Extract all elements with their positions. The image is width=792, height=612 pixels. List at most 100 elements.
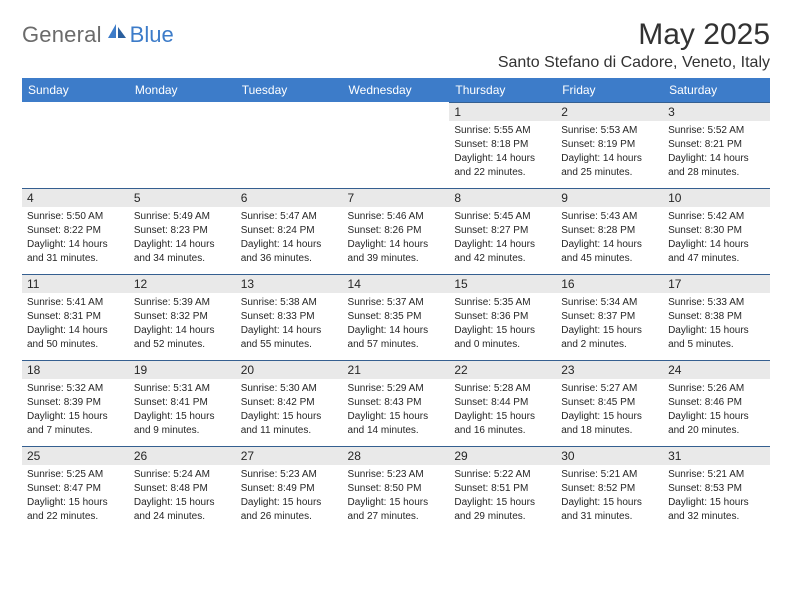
- day-number: 9: [556, 188, 663, 207]
- day-info: Sunrise: 5:53 AMSunset: 8:19 PMDaylight:…: [556, 121, 663, 179]
- weekday-header: Thursday: [449, 78, 556, 102]
- sunrise-line: Sunrise: 5:52 AM: [668, 124, 765, 138]
- calendar-table: SundayMondayTuesdayWednesdayThursdayFrid…: [22, 78, 770, 532]
- calendar-cell: 1Sunrise: 5:55 AMSunset: 8:18 PMDaylight…: [449, 102, 556, 188]
- sunrise-line: Sunrise: 5:37 AM: [348, 296, 445, 310]
- daylight-line: Daylight: 15 hours and 2 minutes.: [561, 324, 658, 351]
- daylight-line: Daylight: 15 hours and 18 minutes.: [561, 410, 658, 437]
- calendar-cell: [129, 102, 236, 188]
- calendar-cell: 10Sunrise: 5:42 AMSunset: 8:30 PMDayligh…: [663, 188, 770, 274]
- sunrise-line: Sunrise: 5:35 AM: [454, 296, 551, 310]
- day-info: Sunrise: 5:22 AMSunset: 8:51 PMDaylight:…: [449, 465, 556, 523]
- day-info: Sunrise: 5:25 AMSunset: 8:47 PMDaylight:…: [22, 465, 129, 523]
- weekday-header: Sunday: [22, 78, 129, 102]
- day-number: 12: [129, 274, 236, 293]
- sunset-line: Sunset: 8:26 PM: [348, 224, 445, 238]
- daylight-line: Daylight: 15 hours and 29 minutes.: [454, 496, 551, 523]
- daylight-line: Daylight: 15 hours and 5 minutes.: [668, 324, 765, 351]
- sunrise-line: Sunrise: 5:29 AM: [348, 382, 445, 396]
- sunset-line: Sunset: 8:35 PM: [348, 310, 445, 324]
- daylight-line: Daylight: 15 hours and 27 minutes.: [348, 496, 445, 523]
- day-info: Sunrise: 5:37 AMSunset: 8:35 PMDaylight:…: [343, 293, 450, 351]
- calendar-cell: 27Sunrise: 5:23 AMSunset: 8:49 PMDayligh…: [236, 446, 343, 532]
- title-block: May 2025 Santo Stefano di Cadore, Veneto…: [498, 18, 770, 72]
- day-info: Sunrise: 5:55 AMSunset: 8:18 PMDaylight:…: [449, 121, 556, 179]
- sunrise-line: Sunrise: 5:50 AM: [27, 210, 124, 224]
- day-info: Sunrise: 5:21 AMSunset: 8:52 PMDaylight:…: [556, 465, 663, 523]
- sunrise-line: Sunrise: 5:47 AM: [241, 210, 338, 224]
- day-info: Sunrise: 5:47 AMSunset: 8:24 PMDaylight:…: [236, 207, 343, 265]
- calendar-cell: 6Sunrise: 5:47 AMSunset: 8:24 PMDaylight…: [236, 188, 343, 274]
- sunrise-line: Sunrise: 5:42 AM: [668, 210, 765, 224]
- sunset-line: Sunset: 8:44 PM: [454, 396, 551, 410]
- daylight-line: Daylight: 14 hours and 25 minutes.: [561, 152, 658, 179]
- day-info: Sunrise: 5:35 AMSunset: 8:36 PMDaylight:…: [449, 293, 556, 351]
- weekday-header: Saturday: [663, 78, 770, 102]
- sunset-line: Sunset: 8:30 PM: [668, 224, 765, 238]
- sunrise-line: Sunrise: 5:39 AM: [134, 296, 231, 310]
- daylight-line: Daylight: 14 hours and 55 minutes.: [241, 324, 338, 351]
- sunset-line: Sunset: 8:32 PM: [134, 310, 231, 324]
- daylight-line: Daylight: 14 hours and 28 minutes.: [668, 152, 765, 179]
- calendar-cell: 22Sunrise: 5:28 AMSunset: 8:44 PMDayligh…: [449, 360, 556, 446]
- calendar-cell: 11Sunrise: 5:41 AMSunset: 8:31 PMDayligh…: [22, 274, 129, 360]
- day-info: Sunrise: 5:43 AMSunset: 8:28 PMDaylight:…: [556, 207, 663, 265]
- calendar-cell: 12Sunrise: 5:39 AMSunset: 8:32 PMDayligh…: [129, 274, 236, 360]
- sunrise-line: Sunrise: 5:55 AM: [454, 124, 551, 138]
- day-info: Sunrise: 5:29 AMSunset: 8:43 PMDaylight:…: [343, 379, 450, 437]
- location-label: Santo Stefano di Cadore, Veneto, Italy: [498, 54, 770, 72]
- sunset-line: Sunset: 8:51 PM: [454, 482, 551, 496]
- daylight-line: Daylight: 15 hours and 16 minutes.: [454, 410, 551, 437]
- sunset-line: Sunset: 8:38 PM: [668, 310, 765, 324]
- calendar-cell: 16Sunrise: 5:34 AMSunset: 8:37 PMDayligh…: [556, 274, 663, 360]
- day-info: Sunrise: 5:49 AMSunset: 8:23 PMDaylight:…: [129, 207, 236, 265]
- day-info: Sunrise: 5:32 AMSunset: 8:39 PMDaylight:…: [22, 379, 129, 437]
- daylight-line: Daylight: 15 hours and 20 minutes.: [668, 410, 765, 437]
- daylight-line: Daylight: 15 hours and 0 minutes.: [454, 324, 551, 351]
- calendar-cell: 28Sunrise: 5:23 AMSunset: 8:50 PMDayligh…: [343, 446, 450, 532]
- sunset-line: Sunset: 8:50 PM: [348, 482, 445, 496]
- calendar-cell: 26Sunrise: 5:24 AMSunset: 8:48 PMDayligh…: [129, 446, 236, 532]
- day-number: 6: [236, 188, 343, 207]
- daylight-line: Daylight: 14 hours and 34 minutes.: [134, 238, 231, 265]
- calendar-cell: 29Sunrise: 5:22 AMSunset: 8:51 PMDayligh…: [449, 446, 556, 532]
- day-number: 22: [449, 360, 556, 379]
- calendar-cell: 14Sunrise: 5:37 AMSunset: 8:35 PMDayligh…: [343, 274, 450, 360]
- day-number: 8: [449, 188, 556, 207]
- sunset-line: Sunset: 8:23 PM: [134, 224, 231, 238]
- weekday-header: Monday: [129, 78, 236, 102]
- sunrise-line: Sunrise: 5:26 AM: [668, 382, 765, 396]
- day-info: Sunrise: 5:33 AMSunset: 8:38 PMDaylight:…: [663, 293, 770, 351]
- sunset-line: Sunset: 8:24 PM: [241, 224, 338, 238]
- day-info: Sunrise: 5:42 AMSunset: 8:30 PMDaylight:…: [663, 207, 770, 265]
- brand-part1: General: [22, 22, 102, 48]
- weekday-header: Tuesday: [236, 78, 343, 102]
- day-info: Sunrise: 5:31 AMSunset: 8:41 PMDaylight:…: [129, 379, 236, 437]
- daylight-line: Daylight: 15 hours and 11 minutes.: [241, 410, 338, 437]
- day-number: 5: [129, 188, 236, 207]
- sunset-line: Sunset: 8:19 PM: [561, 138, 658, 152]
- day-number: 23: [556, 360, 663, 379]
- day-number: 13: [236, 274, 343, 293]
- daylight-line: Daylight: 14 hours and 36 minutes.: [241, 238, 338, 265]
- sunrise-line: Sunrise: 5:34 AM: [561, 296, 658, 310]
- daylight-line: Daylight: 15 hours and 31 minutes.: [561, 496, 658, 523]
- calendar-week-row: 18Sunrise: 5:32 AMSunset: 8:39 PMDayligh…: [22, 360, 770, 446]
- calendar-week-row: 25Sunrise: 5:25 AMSunset: 8:47 PMDayligh…: [22, 446, 770, 532]
- day-info: Sunrise: 5:30 AMSunset: 8:42 PMDaylight:…: [236, 379, 343, 437]
- sunrise-line: Sunrise: 5:31 AM: [134, 382, 231, 396]
- day-number: 4: [22, 188, 129, 207]
- calendar-cell: [343, 102, 450, 188]
- daylight-line: Daylight: 14 hours and 45 minutes.: [561, 238, 658, 265]
- day-number: 16: [556, 274, 663, 293]
- sunset-line: Sunset: 8:21 PM: [668, 138, 765, 152]
- daylight-line: Daylight: 14 hours and 57 minutes.: [348, 324, 445, 351]
- calendar-cell: [22, 102, 129, 188]
- calendar-cell: 15Sunrise: 5:35 AMSunset: 8:36 PMDayligh…: [449, 274, 556, 360]
- sunrise-line: Sunrise: 5:27 AM: [561, 382, 658, 396]
- daylight-line: Daylight: 15 hours and 7 minutes.: [27, 410, 124, 437]
- day-number: 3: [663, 102, 770, 121]
- sunset-line: Sunset: 8:42 PM: [241, 396, 338, 410]
- day-number: 31: [663, 446, 770, 465]
- day-info: Sunrise: 5:38 AMSunset: 8:33 PMDaylight:…: [236, 293, 343, 351]
